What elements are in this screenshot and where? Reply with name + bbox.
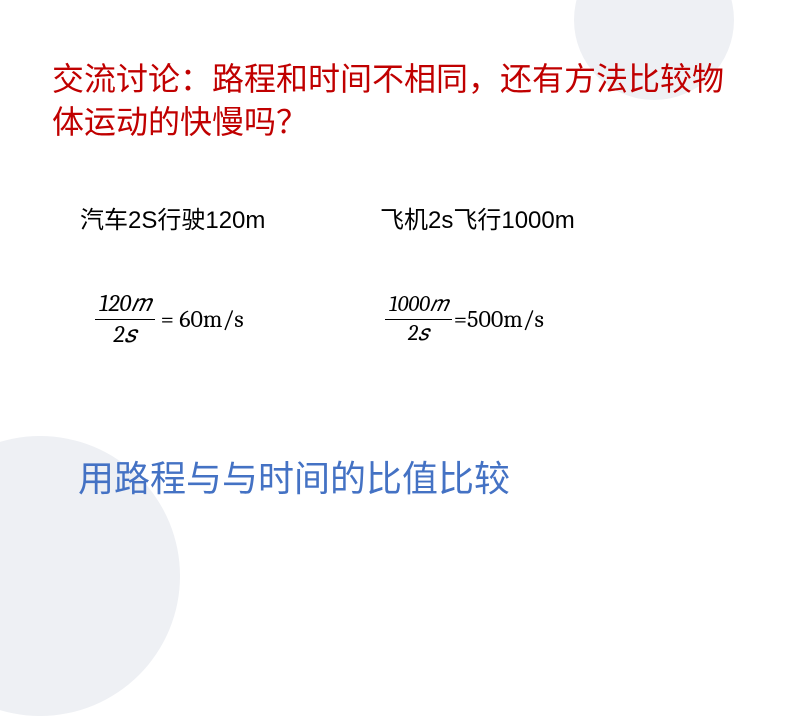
car-example-label: 汽车2S行驶120m xyxy=(80,200,380,235)
plane-formula: 1000𝑚 2𝑠 =500m/s xyxy=(385,292,714,346)
plane-numerator: 1000𝑚 xyxy=(385,292,452,317)
car-denominator: 2𝑠 xyxy=(109,321,140,349)
car-fraction: 120𝑚 2𝑠 xyxy=(95,290,155,349)
plane-denominator: 2𝑠 xyxy=(404,321,433,346)
plane-example-label: 飞机2s飞行1000m xyxy=(380,200,714,235)
car-result: = 60m/s xyxy=(161,305,244,333)
plane-fraction: 1000𝑚 2𝑠 xyxy=(385,292,452,346)
conclusion-text: 用路程与与时间的比值比较 xyxy=(78,450,510,502)
car-numerator: 120𝑚 xyxy=(95,290,155,318)
car-formula: 120𝑚 2𝑠 = 60m/s xyxy=(95,290,385,349)
plane-result: =500m/s xyxy=(454,305,544,333)
examples-row: 汽车2S行驶120m 飞机2s飞行1000m xyxy=(80,200,714,235)
formulas-row: 120𝑚 2𝑠 = 60m/s 1000𝑚 2𝑠 =500m/s xyxy=(95,290,714,349)
slide-title: 交流讨论：路程和时间不相同，还有方法比较物体运动的快慢吗？ xyxy=(52,58,734,144)
